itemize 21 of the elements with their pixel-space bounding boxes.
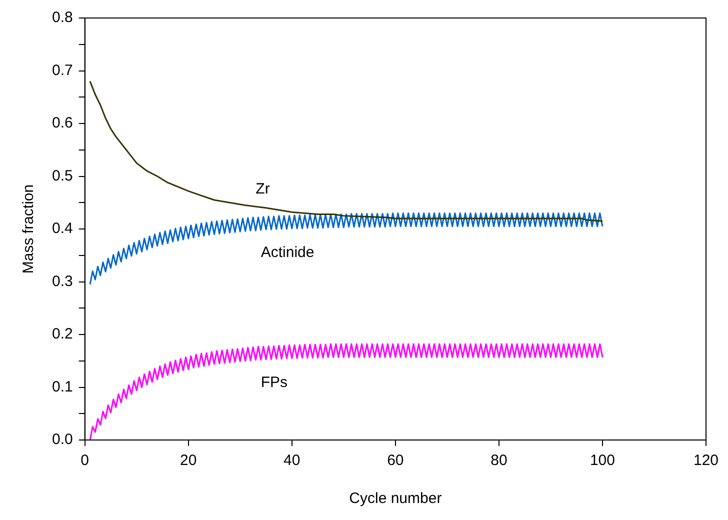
- y-tick-label: 0.8: [52, 9, 73, 26]
- x-tick-label: 0: [80, 452, 90, 470]
- y-tick-label: 0.1: [52, 378, 73, 396]
- y-axis-title: Mass fraction: [20, 184, 38, 274]
- y-tick-label: 0.6: [52, 114, 73, 132]
- y-tick-label: 0.4: [52, 220, 73, 238]
- x-tick-label: 60: [387, 452, 404, 470]
- x-tick-label: 120: [693, 452, 719, 470]
- x-tick-label: 40: [284, 452, 300, 470]
- x-axis-title: Cycle number: [349, 490, 442, 508]
- y-tick-label: 0.2: [52, 326, 73, 343]
- y-tick-label: 0.3: [52, 272, 73, 290]
- series-label: Zr: [256, 180, 270, 198]
- series-label: Actinide: [260, 244, 314, 261]
- x-tick-label: 20: [180, 452, 197, 470]
- x-tick-label: 80: [490, 452, 508, 470]
- y-tick-label: 0.0: [52, 431, 73, 448]
- y-tick-label: 0.5: [52, 167, 73, 184]
- x-tick-label: 100: [590, 452, 615, 470]
- y-tick-label: 0.7: [52, 62, 73, 79]
- series-label: FPs: [260, 374, 288, 392]
